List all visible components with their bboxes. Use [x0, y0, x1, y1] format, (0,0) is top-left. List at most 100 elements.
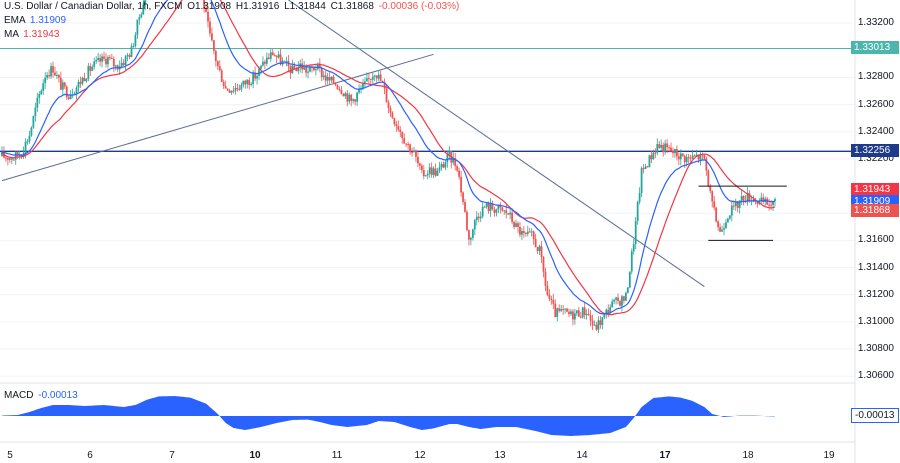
candle-body [385, 88, 388, 103]
time-tick-label: 19 [823, 450, 835, 461]
candle-body [495, 209, 498, 213]
time-tick-label: 14 [576, 450, 588, 461]
candle-body [709, 186, 712, 192]
candle-body [273, 55, 276, 57]
candle-body [328, 77, 331, 81]
candle-body [573, 313, 576, 320]
candle-body [254, 72, 256, 79]
candle-body [26, 141, 29, 143]
time-tick-label: 17 [659, 450, 671, 461]
legend-macd[interactable]: MACD -0.00013 [4, 390, 78, 401]
candle-body [615, 297, 617, 300]
candle-body [24, 141, 27, 153]
candle-body [107, 57, 109, 65]
candle-body [114, 65, 117, 67]
candle-body [34, 107, 37, 117]
candle-body [79, 81, 82, 84]
candle-body [732, 205, 735, 207]
rising-trendline [1, 53, 434, 182]
candle-body [626, 287, 629, 293]
candle-body [401, 131, 404, 139]
candle-body [666, 143, 668, 148]
candle-body [46, 75, 49, 78]
price-tick-label: 1.32800 [857, 71, 894, 83]
candle-body [599, 320, 602, 325]
candle-body [766, 198, 769, 205]
candle-body [95, 59, 98, 62]
price-tag: 1.31943 [851, 182, 899, 196]
candle-body [438, 167, 441, 171]
candle-body [570, 311, 572, 315]
price-tick-label: 1.31200 [857, 288, 894, 300]
candle-body [330, 76, 333, 81]
candle-body [564, 308, 566, 310]
candle-body [399, 129, 402, 132]
candle-body [252, 72, 255, 85]
candle-body [454, 158, 457, 167]
candle-body [238, 89, 241, 91]
candle-body [228, 90, 231, 93]
legend-ema[interactable]: EMA 1.31909 [4, 15, 66, 26]
candle-body [110, 57, 113, 59]
time-tick-label: 18 [742, 450, 754, 461]
candle-body [519, 226, 521, 235]
candle-body [487, 203, 490, 211]
candle-body [340, 89, 343, 94]
candle-body [203, 0, 205, 9]
candle-body [256, 75, 258, 79]
candle-body [263, 61, 266, 64]
candle-body [774, 198, 776, 201]
candle-body [375, 75, 378, 79]
candle-body [409, 144, 411, 153]
candle-body [466, 211, 468, 231]
candle-body [660, 144, 663, 148]
candle-body [334, 83, 337, 85]
candle-body [297, 67, 300, 72]
candle-body [393, 118, 396, 125]
candle-body [112, 58, 115, 67]
candle-body [415, 150, 417, 157]
candle-body [683, 155, 686, 163]
candle-body [20, 155, 23, 157]
candle-body [681, 153, 684, 156]
candle-body [589, 315, 592, 321]
candle-body [628, 271, 631, 288]
candle-body [103, 56, 105, 59]
candle-body [403, 138, 406, 144]
falling-trendline [288, 0, 705, 287]
price-tick-label: 1.32400 [857, 125, 894, 137]
candle-body [640, 168, 643, 194]
macd-tag: -0.00013 [851, 408, 899, 423]
candle-body [691, 155, 694, 159]
candle-body [87, 66, 90, 79]
candle-body [277, 54, 280, 58]
candle-body [356, 92, 359, 102]
candle-body [344, 93, 347, 97]
candle-body [442, 164, 445, 168]
candle-body [526, 231, 529, 234]
candle-body [762, 197, 765, 202]
candle-body [430, 167, 433, 175]
candle-body [140, 14, 143, 18]
candle-body [211, 33, 213, 41]
candle-body [130, 46, 133, 58]
ma-value: 1.31943 [23, 29, 60, 40]
ema-label: EMA [4, 15, 26, 26]
macd-label: MACD [4, 390, 34, 401]
high-value: H1.31916 [235, 1, 280, 12]
candle-body [136, 19, 139, 35]
candle-body [418, 163, 421, 166]
candle-body [444, 162, 447, 168]
macd-value: -0.00013 [38, 390, 78, 401]
candle-body [734, 201, 737, 207]
candle-body [57, 75, 60, 78]
candle-body [436, 170, 439, 176]
candle-body [542, 257, 545, 272]
legend-ma[interactable]: MA 1.31943 [4, 29, 59, 40]
candle-body [513, 221, 515, 227]
candle-body [656, 144, 659, 153]
candle-body [658, 144, 661, 148]
candle-body [97, 57, 100, 60]
candle-body [458, 170, 461, 177]
